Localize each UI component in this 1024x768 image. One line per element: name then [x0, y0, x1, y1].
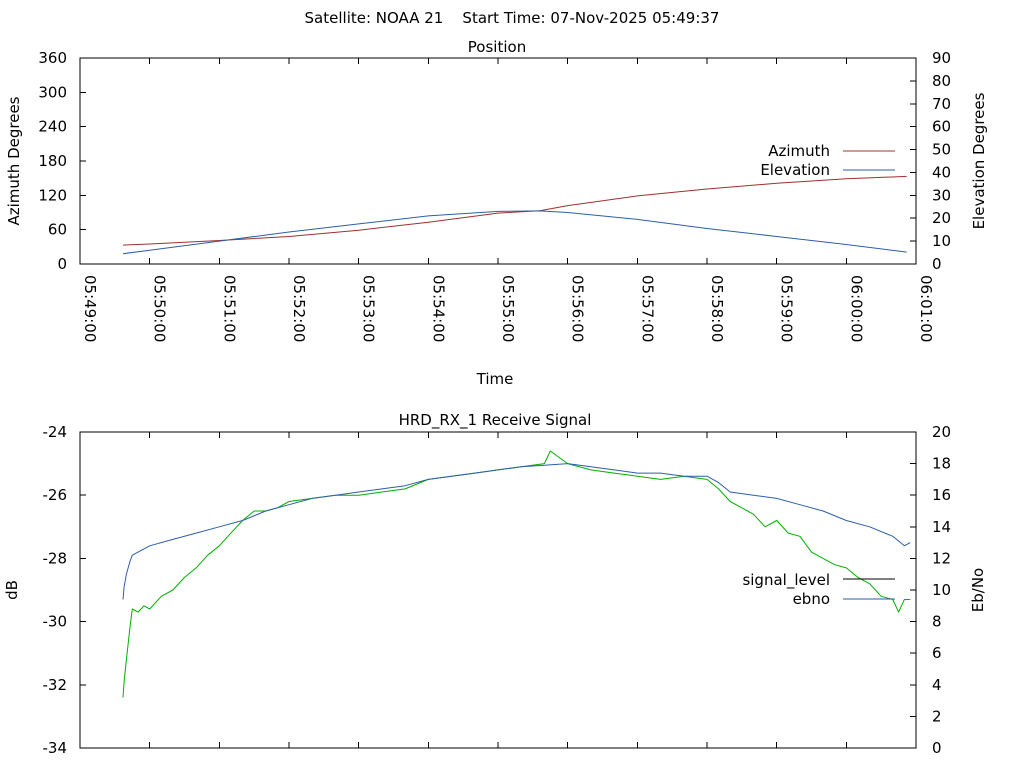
x-tick-label: 05:51:00	[220, 275, 238, 342]
y-tick-label: 360	[38, 49, 67, 67]
signal-title: HRD_RX_1 Receive Signal	[399, 411, 592, 430]
position-y-ticks: 0 60 120 180 240 300 360	[38, 49, 86, 273]
signal-y-ticks: -34 -32 -30 -28 -26 -24	[43, 423, 86, 757]
y2-tick-label: 10	[932, 581, 951, 599]
y2-tick-label: 70	[932, 95, 951, 113]
legend-elevation-label: Elevation	[760, 161, 830, 179]
signal-plot-frame	[79, 431, 917, 749]
position-x-ticks: 05:49:00 05:50:00 05:51:00 05:52:00 05:53:00…	[79, 58, 935, 342]
y-tick-label: -28	[43, 549, 68, 567]
position-xlabel: Time	[476, 370, 514, 388]
position-panel: Position 05:49:00 05:50:00 05:51:00 05:52:0…	[5, 38, 988, 388]
y2-tick-label: 6	[932, 644, 942, 662]
position-legend: Azimuth Elevation	[760, 142, 895, 179]
position-y2label: Elevation Degrees	[970, 92, 988, 229]
signal-panel: HRD_RX_1 Receive Signal -34-32-30-28-26-…	[3, 411, 987, 757]
signal-y2-ticks: 0 2 4 6 8 10 12 14 16 18 20	[910, 423, 951, 757]
signal-ylabel: dB	[3, 580, 21, 600]
position-series	[122, 175, 907, 255]
x-tick-label: 06:00:00	[847, 275, 865, 342]
position-y2-ticks: 0 10 20 30 40 50 60 70 80 90	[910, 49, 951, 273]
y-tick-label: -32	[43, 676, 68, 694]
series-line-ebno	[122, 463, 911, 600]
x-tick-label: 05:54:00	[429, 275, 447, 342]
y2-tick-label: 90	[932, 49, 951, 67]
y2-tick-label: 20	[932, 423, 951, 441]
y2-tick-label: 18	[932, 455, 951, 473]
x-tick-label: 05:50:00	[151, 275, 169, 342]
y2-tick-label: 2	[932, 707, 942, 725]
x-tick-label: 05:56:00	[569, 275, 587, 342]
y-tick-label: -30	[43, 613, 68, 631]
y2-tick-label: 30	[932, 186, 951, 204]
y2-tick-label: 0	[932, 739, 942, 757]
y-tick-label: -26	[43, 486, 68, 504]
signal-y2label: Eb/No	[969, 568, 987, 612]
y2-tick-label: 14	[932, 518, 951, 536]
x-tick-label: 06:01:00	[917, 275, 935, 342]
y-tick-label: 240	[38, 118, 67, 136]
x-tick-label: 05:55:00	[499, 275, 517, 342]
x-tick-label: 05:57:00	[638, 275, 656, 342]
y-tick-label: -34	[43, 739, 68, 757]
y-tick-label: -24	[43, 423, 68, 441]
legend-azimuth-label: Azimuth	[768, 142, 830, 160]
y2-tick-label: 40	[932, 163, 951, 181]
position-ylabel: Azimuth Degrees	[5, 96, 23, 225]
signal-series	[122, 450, 911, 698]
y2-tick-label: 80	[932, 72, 951, 90]
x-tick-label: 05:53:00	[360, 275, 378, 342]
y2-tick-label: 10	[932, 232, 951, 250]
y2-tick-label: 20	[932, 209, 951, 227]
series-line-elevation	[122, 210, 907, 255]
signal-legend: signal_level ebno	[742, 571, 895, 608]
y2-tick-label: 50	[932, 141, 951, 159]
signal-x-ticks	[79, 432, 917, 748]
y2-tick-label: 12	[932, 549, 951, 567]
y2-tick-label: 8	[932, 613, 942, 631]
legend-signal-level-label: signal_level	[742, 571, 830, 590]
position-title: Position	[468, 38, 526, 56]
x-tick-label: 05:52:00	[290, 275, 308, 342]
y-tick-label: 60	[48, 221, 67, 239]
y2-tick-label: 16	[932, 486, 951, 504]
y-tick-label: 180	[38, 152, 67, 170]
x-tick-label: 05:59:00	[778, 275, 796, 342]
y-tick-label: 300	[38, 83, 67, 101]
y-tick-label: 0	[57, 255, 67, 273]
page-title: Satellite: NOAA 21 Start Time: 07-Nov-20…	[305, 9, 720, 27]
y2-tick-label: 4	[932, 676, 942, 694]
y2-tick-label: 60	[932, 118, 951, 136]
legend-ebno-label: ebno	[793, 590, 830, 608]
x-tick-label: 05:58:00	[708, 275, 726, 342]
x-tick-label: 05:49:00	[81, 275, 99, 342]
y2-tick-label: 0	[932, 255, 942, 273]
y-tick-label: 120	[38, 186, 67, 204]
